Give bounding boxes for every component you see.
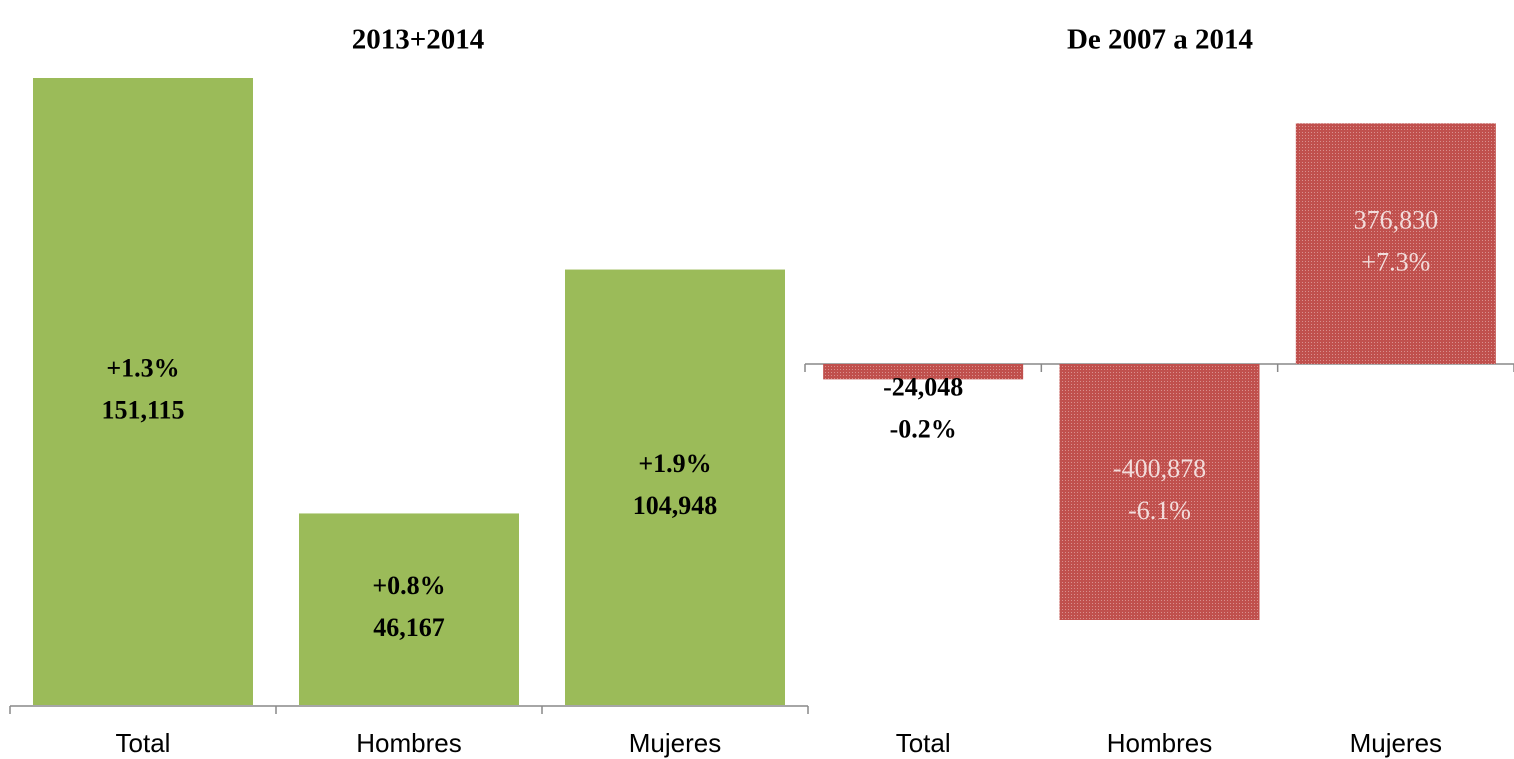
bar xyxy=(299,513,519,705)
x-tick-label: Mujeres xyxy=(629,728,721,758)
x-tick-label: Total xyxy=(116,728,171,758)
bar xyxy=(1295,123,1496,364)
x-tick-label: Total xyxy=(896,728,951,758)
data-label: 376,830 xyxy=(1354,206,1439,235)
bar xyxy=(1059,364,1260,620)
chart-title: De 2007 a 2014 xyxy=(1067,24,1253,56)
x-tick-label: Hombres xyxy=(356,728,461,758)
bar xyxy=(823,364,1024,380)
x-tick-label: Hombres xyxy=(1107,728,1212,758)
bar xyxy=(565,269,785,705)
chart-title: 2013+2014 xyxy=(352,24,485,56)
data-label: -0.2% xyxy=(890,414,957,443)
data-label: -6.1% xyxy=(1128,496,1191,525)
data-label: 151,115 xyxy=(101,395,184,424)
x-tick-label: Mujeres xyxy=(1350,728,1442,758)
data-label: +1.9% xyxy=(638,449,711,478)
data-label: -24,048 xyxy=(883,372,963,401)
data-label: 46,167 xyxy=(373,613,445,642)
bar xyxy=(33,78,253,705)
data-label: +0.8% xyxy=(372,571,445,600)
data-label: 104,948 xyxy=(633,491,718,520)
data-label: +1.3% xyxy=(106,353,179,382)
data-label: +7.3% xyxy=(1361,248,1430,277)
data-label: -400,878 xyxy=(1113,454,1206,483)
